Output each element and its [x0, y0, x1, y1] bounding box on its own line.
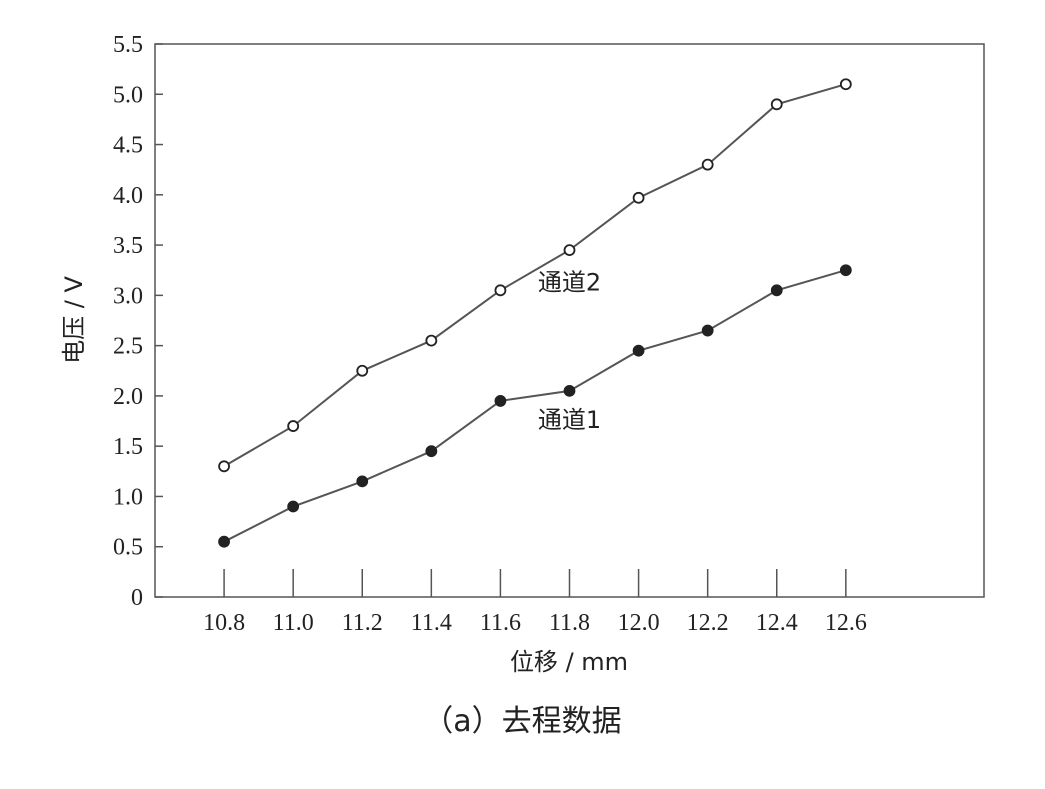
data-point: [356, 364, 369, 377]
x-tick-label: 11.0: [273, 610, 314, 636]
data-point: [287, 420, 300, 432]
data-point: [494, 284, 507, 297]
data-point: [770, 284, 783, 297]
y-tick-label: 5.5: [113, 32, 143, 58]
y-tick-label: 5.0: [113, 82, 143, 108]
data-point: [632, 191, 645, 204]
x-tick-label: 10.8: [203, 610, 245, 636]
data-point: [839, 264, 852, 277]
data-point: [701, 158, 714, 171]
series-line-1: [223, 269, 847, 543]
data-point: [356, 475, 369, 488]
x-tick-label: 11.4: [411, 610, 452, 636]
x-axis: 10.8 11.0 11.2 11.4 11.6 11.8 12.0 12.2 12.4 12.6: [203, 569, 867, 636]
data-point: [425, 334, 438, 347]
data-point: [563, 384, 576, 397]
series-label-1: 通道1: [538, 406, 601, 434]
data-point: [287, 500, 300, 513]
y-tick-label: 2.0: [113, 384, 143, 410]
y-tick-label: 0.5: [113, 535, 143, 561]
data-point: [563, 244, 576, 257]
series-layer: 通道1 通道2: [218, 78, 852, 548]
data-point: [701, 324, 714, 337]
y-tick-label: 1.0: [113, 484, 143, 510]
series-line-2: [223, 83, 847, 468]
x-axis-title: 位移 / mm: [510, 648, 628, 676]
y-tick-label: 0: [131, 585, 143, 611]
data-point: [218, 535, 230, 548]
x-tick-label: 12.6: [825, 610, 867, 636]
y-tick-label: 3.0: [113, 283, 143, 309]
y-tick-label: 3.5: [113, 233, 143, 259]
y-axis: 0 0.5 1.0 1.5 2.0 2.5 3.0 3.5 4.0 4.5 5.0 5.5: [113, 32, 163, 611]
line-chart: 00.51.01.52.02.53.03.54.04.55.05.5 10.8 1…: [60, 32, 985, 676]
x-tick-label: 11.8: [549, 610, 590, 636]
x-tick-label: 12.4: [756, 610, 798, 636]
data-point: [839, 78, 852, 91]
data-point: [770, 98, 783, 111]
data-point: [632, 344, 645, 357]
data-point: [218, 460, 230, 473]
y-axis-title: 电压 / V: [60, 276, 88, 364]
y-tick-label: 1.5: [113, 434, 143, 460]
series-label-2: 通道2: [538, 268, 601, 296]
x-tick-label: 11.6: [480, 610, 521, 636]
data-point: [494, 395, 507, 407]
figure-caption: （a）去程数据: [423, 704, 622, 739]
y-tick-label: 4.0: [113, 183, 143, 209]
x-tick-label: 12.0: [618, 610, 660, 636]
y-tick-label: 2.5: [113, 334, 143, 360]
y-tick-label: 4.5: [113, 133, 143, 159]
data-point: [425, 445, 438, 458]
x-tick-label: 12.2: [687, 610, 729, 636]
x-tick-label: 11.2: [342, 610, 383, 636]
